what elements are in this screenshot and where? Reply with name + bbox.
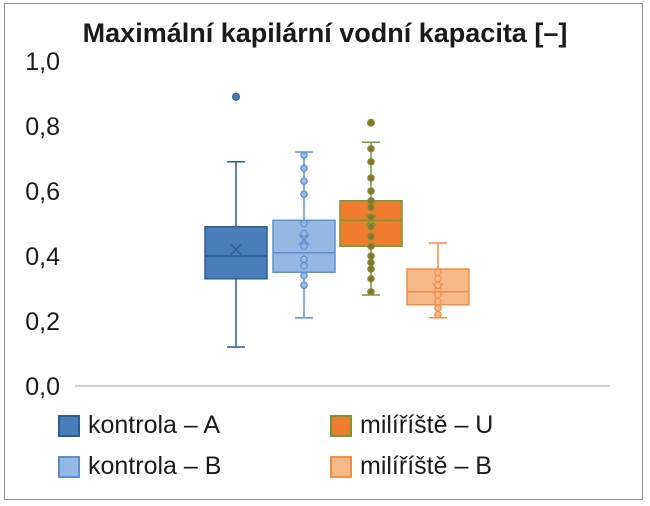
legend-item-miliriste-u: milíříště – U (330, 411, 493, 440)
outlier-point (232, 92, 241, 101)
legend-swatch-miliriste-b (330, 455, 352, 478)
outlier-point (367, 118, 376, 127)
data-point (300, 242, 308, 251)
data-point (300, 177, 308, 186)
data-point (367, 258, 375, 267)
data-point (434, 268, 442, 277)
data-point (300, 219, 308, 228)
legend-swatch-miliriste-u (330, 414, 352, 437)
y-tick-label: 0,4 (25, 243, 60, 271)
data-point (367, 187, 375, 195)
data-point (434, 304, 442, 312)
data-point (367, 265, 375, 273)
chart-title: Maximální kapilární vodní kapacita [–] (82, 18, 568, 48)
y-tick-label: 0,8 (25, 113, 60, 141)
data-point (367, 232, 375, 241)
legend-label-miliriste-b: milíříště – B (360, 452, 492, 480)
data-point (367, 144, 375, 153)
data-point (300, 271, 308, 280)
data-point (434, 274, 442, 283)
y-tick-label: 0,0 (25, 373, 60, 401)
data-point (367, 157, 375, 166)
data-point (300, 281, 308, 290)
y-tick-label: 0,6 (25, 178, 60, 206)
mean-marker (298, 234, 310, 246)
data-point (367, 274, 375, 283)
data-point (367, 213, 375, 221)
legend-item-kontrola-b: kontrola – B (58, 452, 221, 481)
legend-swatch-kontrola-b (58, 455, 80, 478)
data-point (367, 222, 375, 231)
data-point (434, 281, 442, 290)
data-point (300, 164, 308, 173)
data-point (300, 229, 308, 238)
mean-marker (230, 243, 242, 256)
data-point (367, 252, 375, 260)
legend-label-miliriste-u: milíříště – U (360, 411, 494, 439)
data-point (434, 297, 442, 306)
data-point (300, 151, 308, 160)
y-tick-label: 0,2 (25, 308, 60, 336)
data-point (434, 291, 442, 299)
data-point (367, 196, 375, 205)
data-point (300, 190, 308, 199)
data-point (367, 287, 375, 296)
data-point (367, 203, 375, 212)
box (204, 226, 268, 280)
legend-item-miliriste-b: milíříště – B (330, 452, 492, 481)
data-point (434, 310, 442, 319)
data-point (300, 255, 308, 264)
y-tick-label: 1,0 (25, 48, 60, 76)
legend-item-kontrola-a: kontrola – A (58, 411, 220, 440)
data-point (300, 261, 308, 270)
legend-label-kontrola-a: kontrola – A (88, 411, 221, 439)
legend-label-kontrola-b: kontrola – B (88, 452, 222, 480)
data-point (367, 242, 375, 251)
legend-swatch-kontrola-a (58, 414, 80, 437)
data-point (367, 174, 375, 182)
